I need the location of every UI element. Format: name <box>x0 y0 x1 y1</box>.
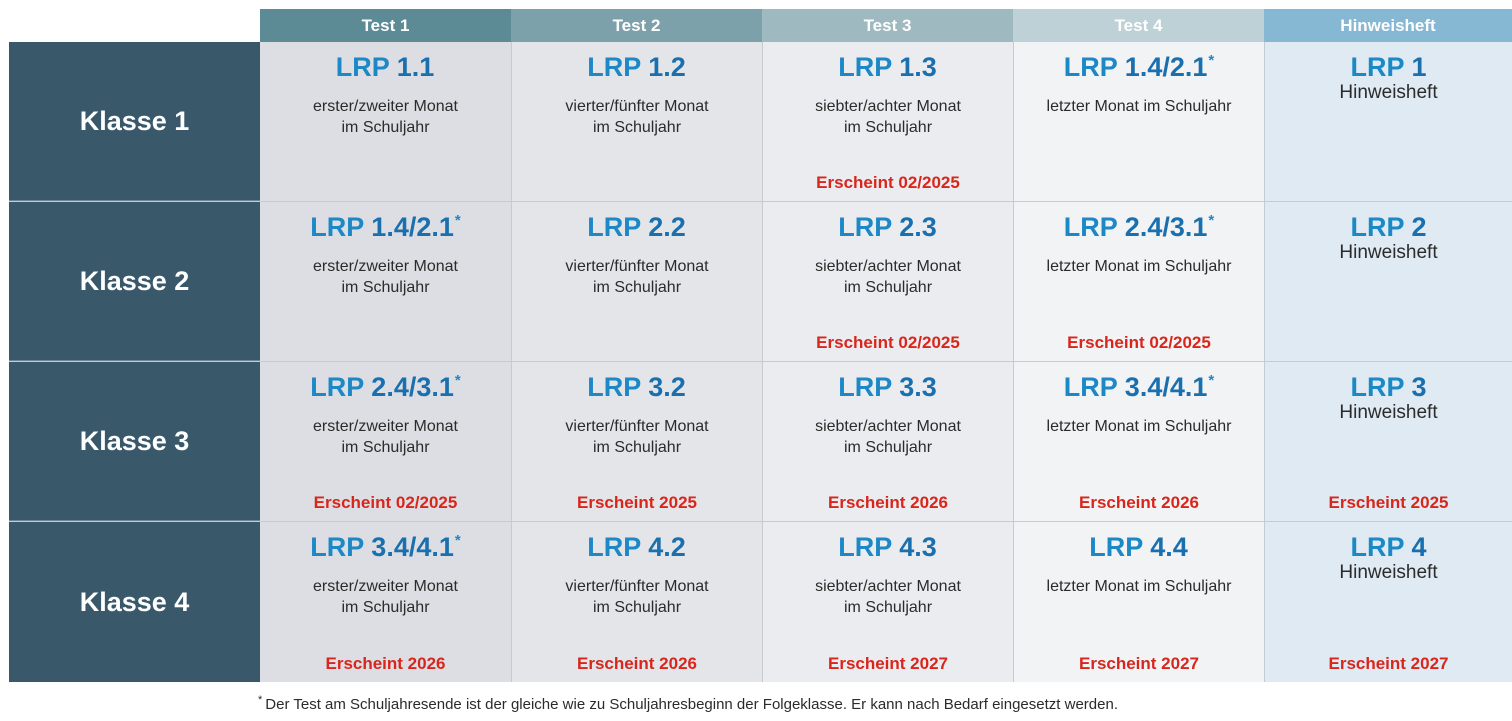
hint-label: Hinweisheft <box>1339 82 1438 103</box>
test-code: LRP 4.2 <box>587 532 686 562</box>
test-timing: erster/zweiter Monat im Schuljahr <box>313 418 458 456</box>
test-timing: vierter/fünfter Monat im Schuljahr <box>565 418 709 456</box>
test-timing: letzter Monat im Schuljahr <box>1046 578 1232 595</box>
schedule-table: Klasse 1 LRP 1.1 erster/zweiter Monat im… <box>9 42 1512 682</box>
test-code: LRP 2.2 <box>587 212 686 242</box>
test-cell: LRP 2.2 vierter/fünfter Monat im Schulja… <box>511 202 762 361</box>
release-note: Erscheint 02/2025 <box>1067 333 1211 352</box>
footnote: * Der Test am Schuljahresende ist der gle… <box>258 694 1118 713</box>
test-cell: LRP 1.1 erster/zweiter Monat im Schuljah… <box>260 42 511 201</box>
test-cell: LRP 2.3 siebter/achter Monat im Schuljah… <box>762 202 1013 361</box>
footnote-mark: * <box>258 694 263 706</box>
test-code: LRP 3.3 <box>838 372 937 402</box>
test-cell: LRP 4.3 siebter/achter Monat im Schuljah… <box>762 522 1013 682</box>
hint-label: Hinweisheft <box>1339 562 1438 583</box>
test-cell: LRP 3.4/4.1* erster/zweiter Monat im Sch… <box>260 522 511 682</box>
release-note: Erscheint 02/2025 <box>816 333 960 352</box>
test-code: LRP 1.2 <box>587 52 686 82</box>
test-code: LRP 1.3 <box>838 52 937 82</box>
release-note: Erscheint 2026 <box>325 654 446 673</box>
release-note: Erscheint 2027 <box>1328 654 1449 673</box>
test-cell: LRP 1.2 vierter/fünfter Monat im Schulja… <box>511 42 762 201</box>
row-label-klasse-4: Klasse 4 <box>9 522 260 682</box>
table-row-klasse-2: Klasse 2 LRP 1.4/2.1* erster/zweiter Mon… <box>9 202 1512 362</box>
test-timing: siebter/achter Monat im Schuljahr <box>815 98 961 136</box>
test-timing: letzter Monat im Schuljahr <box>1046 418 1232 435</box>
hint-cell: LRP 3 Hinweisheft Erscheint 2025 <box>1264 362 1512 521</box>
test-code: LRP 3.2 <box>587 372 686 402</box>
release-note: Erscheint 2027 <box>1078 654 1199 673</box>
test-code: LRP 4.4 <box>1089 532 1188 562</box>
table-row-klasse-1: Klasse 1 LRP 1.1 erster/zweiter Monat im… <box>9 42 1512 202</box>
hint-cell: LRP 4 Hinweisheft Erscheint 2027 <box>1264 522 1512 682</box>
footnote-text: Der Test am Schuljahresende ist der glei… <box>265 696 1118 713</box>
column-header-row: Test 1 Test 2 Test 3 Test 4 Hinweisheft <box>260 9 1512 42</box>
test-timing: siebter/achter Monat im Schuljahr <box>815 418 961 456</box>
test-code: LRP 2.4/3.1* <box>310 372 461 402</box>
test-cell: LRP 4.4 letzter Monat im Schuljahr Ersch… <box>1013 522 1264 682</box>
test-cell: LRP 3.3 siebter/achter Monat im Schuljah… <box>762 362 1013 521</box>
release-note: Erscheint 2025 <box>576 493 697 512</box>
test-code: LRP 3.4/4.1* <box>1063 372 1215 402</box>
table-row-klasse-3: Klasse 3 LRP 2.4/3.1* erster/zweiter Mon… <box>9 362 1512 522</box>
release-note: Erscheint 2025 <box>1328 493 1449 512</box>
row-label-klasse-1: Klasse 1 <box>9 42 260 201</box>
test-code: LRP 1.4/2.1* <box>310 212 461 242</box>
test-cell: LRP 2.4/3.1* letzter Monat im Schuljahr … <box>1013 202 1264 361</box>
test-code: LRP 4.3 <box>838 532 937 562</box>
test-cell: LRP 3.2 vierter/fünfter Monat im Schulja… <box>511 362 762 521</box>
release-note: Erscheint 2026 <box>576 654 697 673</box>
test-code: LRP 1.4/2.1* <box>1063 52 1215 82</box>
row-label-klasse-3: Klasse 3 <box>9 362 260 521</box>
hint-label: Hinweisheft <box>1339 242 1438 263</box>
hint-code: LRP 1 <box>1350 52 1427 82</box>
header-hinweisheft: Hinweisheft <box>1264 9 1512 42</box>
test-cell: LRP 4.2 vierter/fünfter Monat im Schulja… <box>511 522 762 682</box>
hint-code: LRP 3 <box>1350 372 1427 402</box>
test-timing: vierter/fünfter Monat im Schuljahr <box>565 578 709 616</box>
header-test-1: Test 1 <box>260 9 511 42</box>
test-timing: vierter/fünfter Monat im Schuljahr <box>565 98 709 136</box>
release-note: Erscheint 02/2025 <box>816 173 960 192</box>
hint-cell: LRP 2 Hinweisheft <box>1264 202 1512 361</box>
header-test-3: Test 3 <box>762 9 1013 42</box>
test-timing: vierter/fünfter Monat im Schuljahr <box>565 258 709 296</box>
test-timing: siebter/achter Monat im Schuljahr <box>815 258 961 296</box>
test-cell: LRP 1.4/2.1* letzter Monat im Schuljahr <box>1013 42 1264 201</box>
test-timing: letzter Monat im Schuljahr <box>1046 98 1232 115</box>
test-timing: erster/zweiter Monat im Schuljahr <box>313 98 458 136</box>
table-row-klasse-4: Klasse 4 LRP 3.4/4.1* erster/zweiter Mon… <box>9 522 1512 682</box>
test-cell: LRP 2.4/3.1* erster/zweiter Monat im Sch… <box>260 362 511 521</box>
hint-code: LRP 2 <box>1350 212 1427 242</box>
test-timing: erster/zweiter Monat im Schuljahr <box>313 578 458 616</box>
test-cell: LRP 1.4/2.1* erster/zweiter Monat im Sch… <box>260 202 511 361</box>
test-cell: LRP 1.3 siebter/achter Monat im Schuljah… <box>762 42 1013 201</box>
release-note: Erscheint 2026 <box>1078 493 1199 512</box>
row-label-klasse-2: Klasse 2 <box>9 202 260 361</box>
hint-code: LRP 4 <box>1350 532 1427 562</box>
test-code: LRP 3.4/4.1* <box>310 532 461 562</box>
release-note: Erscheint 2027 <box>827 654 948 673</box>
release-note: Erscheint 2026 <box>827 493 948 512</box>
release-note: Erscheint 02/2025 <box>313 493 458 512</box>
test-cell: LRP 3.4/4.1* letzter Monat im Schuljahr … <box>1013 362 1264 521</box>
header-test-2: Test 2 <box>511 9 762 42</box>
hint-cell: LRP 1 Hinweisheft <box>1264 42 1512 201</box>
test-timing: siebter/achter Monat im Schuljahr <box>815 578 961 616</box>
test-code: LRP 2.3 <box>838 212 937 242</box>
test-timing: erster/zweiter Monat im Schuljahr <box>313 258 458 296</box>
hint-label: Hinweisheft <box>1339 402 1438 423</box>
test-code: LRP 1.1 <box>335 52 435 82</box>
test-code: LRP 2.4/3.1* <box>1063 212 1215 242</box>
test-timing: letzter Monat im Schuljahr <box>1046 258 1232 275</box>
header-test-4: Test 4 <box>1013 9 1264 42</box>
